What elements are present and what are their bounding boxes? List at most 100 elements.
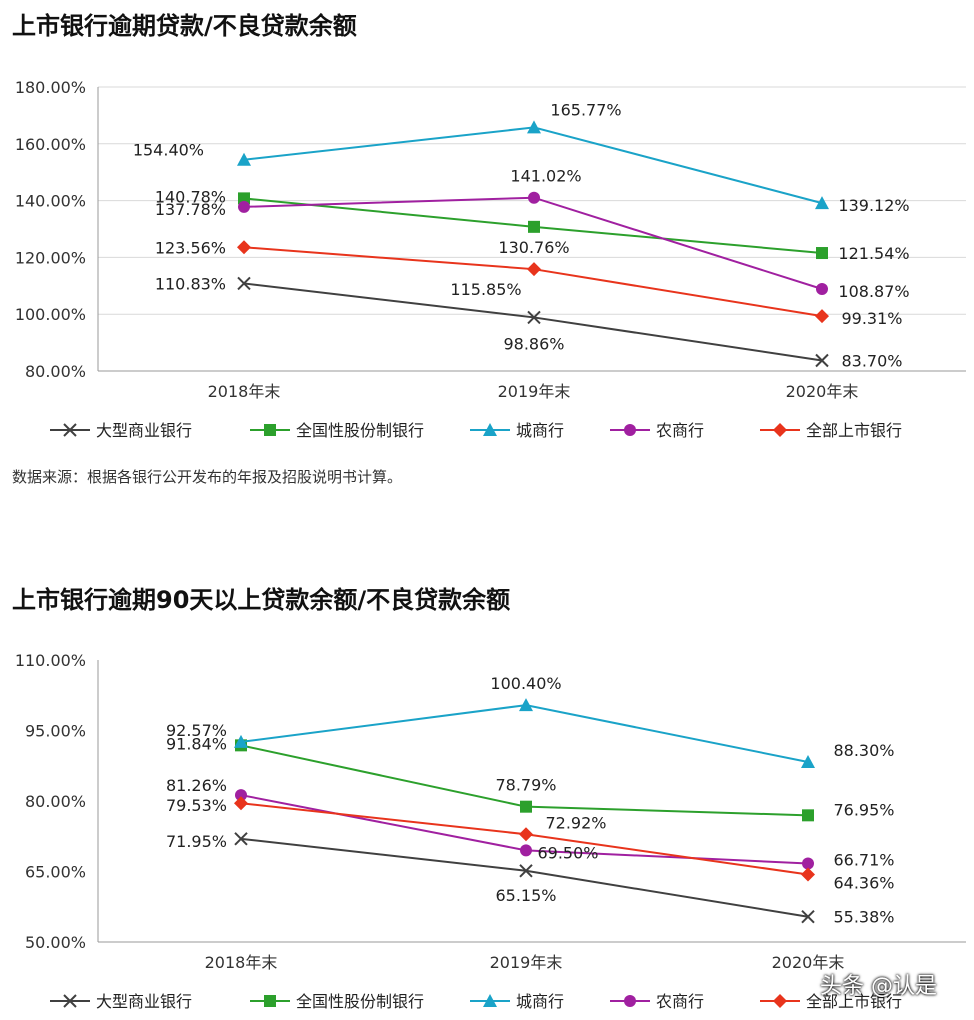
data-label: 65.15%	[495, 886, 556, 905]
data-label: 72.92%	[545, 813, 606, 832]
data-label: 79.53%	[166, 796, 227, 815]
x-tick-label: 2020年末	[772, 953, 845, 972]
data-point	[519, 864, 533, 878]
series-line	[243, 126, 823, 205]
data-point	[802, 857, 814, 870]
legend-marker	[483, 994, 497, 1007]
legend-marker	[63, 423, 77, 437]
data-label: 55.38%	[833, 908, 894, 927]
data-label: 78.79%	[495, 776, 556, 795]
data-point	[815, 353, 829, 368]
series-line	[240, 704, 809, 763]
y-tick-label: 80.00%	[25, 362, 86, 381]
data-label: 141.02%	[510, 167, 581, 186]
legend-marker	[773, 423, 787, 437]
data-point	[816, 247, 828, 260]
legend-label: 全部上市银行	[806, 421, 902, 440]
data-point	[801, 910, 815, 924]
y-tick-label: 180.00%	[15, 78, 86, 97]
x-tick-label: 2018年末	[205, 953, 278, 972]
watermark: 头条 @认是	[820, 974, 937, 999]
data-label: 100.40%	[490, 674, 561, 693]
y-tick-label: 120.00%	[15, 248, 86, 267]
data-label: 71.95%	[166, 832, 227, 851]
chart-2-title: 上市银行逾期90天以上贷款余额/不良贷款余额	[12, 586, 511, 614]
data-point	[520, 800, 532, 813]
x-tick-label: 2018年末	[208, 382, 281, 401]
y-tick-label: 110.00%	[15, 651, 86, 670]
data-label: 99.31%	[841, 309, 902, 328]
data-point	[519, 827, 533, 842]
legend-label: 大型商业银行	[96, 421, 192, 440]
data-label: 92.57%	[166, 721, 227, 740]
source-note: 数据来源：根据各银行公开发布的年报及招股说明书计算。	[12, 468, 403, 486]
legend-label: 农商行	[656, 421, 704, 440]
data-label: 154.40%	[133, 141, 204, 160]
data-point	[802, 809, 814, 822]
data-point	[815, 196, 829, 210]
y-tick-label: 65.00%	[25, 863, 86, 882]
data-point	[527, 120, 541, 134]
y-tick-label: 50.00%	[25, 933, 86, 952]
data-point	[528, 220, 540, 233]
data-label: 88.30%	[833, 741, 894, 760]
data-point	[527, 310, 541, 325]
legend-marker	[624, 995, 636, 1007]
data-point	[519, 698, 533, 712]
x-tick-label: 2020年末	[786, 382, 859, 401]
data-point	[527, 262, 541, 277]
data-label: 91.84%	[166, 734, 227, 753]
legend-label: 全国性股份制银行	[296, 992, 424, 1011]
legend-label: 农商行	[656, 992, 704, 1011]
data-label: 81.26%	[166, 776, 227, 795]
data-label: 139.12%	[838, 196, 909, 215]
y-tick-label: 95.00%	[25, 722, 86, 741]
legend-marker	[624, 424, 636, 436]
data-label: 98.86%	[503, 334, 564, 353]
y-tick-label: 100.00%	[15, 305, 86, 324]
data-label: 140.78%	[155, 187, 226, 206]
data-point	[234, 832, 248, 846]
data-label: 121.54%	[838, 244, 909, 263]
data-point	[235, 789, 247, 802]
data-label: 110.83%	[155, 274, 226, 293]
y-tick-label: 140.00%	[15, 192, 86, 211]
legend-marker	[483, 423, 497, 436]
data-label: 66.71%	[833, 850, 894, 869]
chart-2: 50.00% 65.00% 80.00% 95.00% 110.00% 2018年末 201…	[15, 651, 966, 1011]
data-label: 69.50%	[537, 843, 598, 862]
data-point	[237, 152, 251, 166]
data-point	[237, 240, 251, 255]
data-point	[520, 844, 532, 857]
data-point	[238, 200, 250, 213]
data-label: 137.78%	[155, 200, 226, 219]
legend-label: 城商行	[516, 421, 564, 440]
legend-marker	[63, 994, 77, 1008]
legend-marker	[264, 995, 276, 1007]
y-tick-label: 80.00%	[25, 792, 86, 811]
legend-label: 全部上市银行	[806, 992, 902, 1011]
data-label: 108.87%	[838, 282, 909, 301]
legend-label: 全国性股份制银行	[296, 421, 424, 440]
data-label: 64.36%	[833, 874, 894, 893]
data-label: 123.56%	[155, 238, 226, 257]
data-point	[237, 276, 251, 291]
legend-label: 城商行	[516, 992, 564, 1011]
data-point	[528, 191, 540, 204]
data-label: 83.70%	[841, 351, 902, 370]
data-point	[238, 192, 250, 205]
data-label: 76.95%	[833, 800, 894, 819]
x-tick-label: 2019年末	[498, 382, 571, 401]
data-point	[815, 309, 829, 324]
y-tick-label: 160.00%	[15, 135, 86, 154]
data-point	[234, 734, 248, 748]
data-label: 165.77%	[550, 100, 621, 119]
legend-marker	[773, 994, 787, 1008]
x-tick-label: 2019年末	[490, 953, 563, 972]
data-point	[234, 796, 248, 811]
data-point	[801, 867, 815, 882]
chart-1: 80.00% 100.00% 120.00% 140.00% 160.00% 180.00…	[15, 78, 966, 440]
data-label: 115.85%	[450, 280, 521, 299]
data-point	[816, 283, 828, 296]
data-label: 130.76%	[498, 238, 569, 257]
